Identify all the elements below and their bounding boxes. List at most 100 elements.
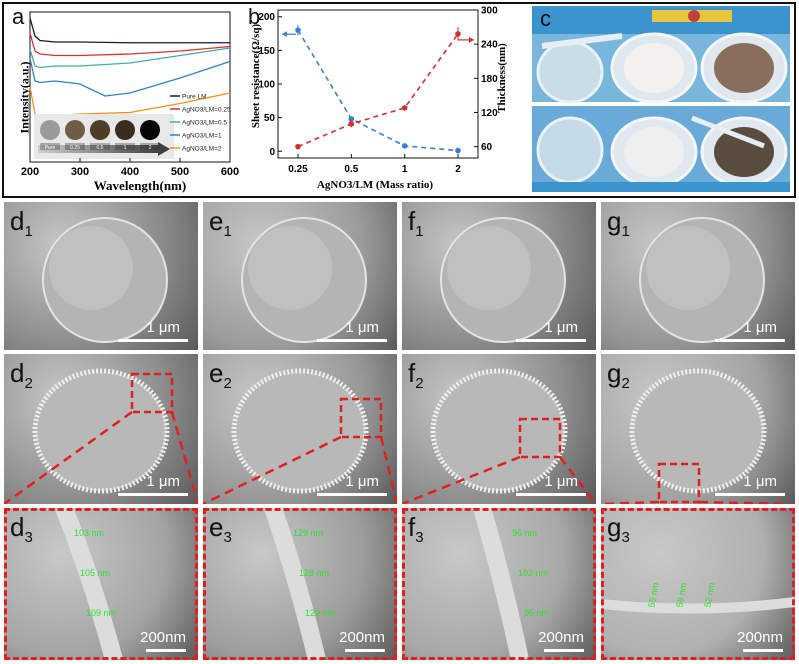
- cross-section-shell: [231, 368, 369, 494]
- sem-letter-sub: 1: [621, 223, 630, 240]
- color-swatch: [140, 120, 160, 140]
- data-point: [295, 27, 301, 33]
- photo-divider: [532, 102, 790, 106]
- swatch-tag: [115, 143, 135, 150]
- series-line-1: [297, 33, 459, 148]
- zoom-guide-left: [402, 455, 521, 504]
- scale-bar: [118, 493, 188, 496]
- membrane-brown: [714, 43, 774, 93]
- panel-c-illustration: [532, 6, 790, 192]
- color-swatch: [115, 120, 135, 140]
- data-point: [348, 121, 355, 127]
- scale-bar-label: 1 μm: [146, 473, 180, 490]
- sphere-highlight: [49, 226, 133, 310]
- x-tick-label: 0.25: [288, 164, 308, 175]
- swatch-label: 1: [124, 145, 127, 151]
- sphere-highlight: [447, 226, 531, 310]
- sem-letter-sub: 2: [415, 375, 424, 392]
- sem-letter-main: e: [209, 512, 224, 542]
- x-tick-label: 600: [221, 166, 239, 178]
- panel-c-letter: c: [540, 6, 551, 31]
- panel-b-plot-frame: [277, 9, 479, 159]
- data-point: [455, 31, 461, 37]
- sem-panel-letter: g3: [607, 512, 630, 545]
- shell-wall: [473, 508, 529, 660]
- scale-bar-label: 1 μm: [345, 473, 379, 490]
- x-tick-label: 500: [171, 166, 189, 178]
- sphere-highlight: [646, 226, 730, 310]
- sem-letter-sub: 3: [223, 529, 232, 546]
- scale-bar: [715, 339, 785, 342]
- right-axis-arrow-head: [469, 36, 474, 43]
- shell-wall: [264, 508, 326, 660]
- scale-bar-label: 200nm: [339, 629, 385, 646]
- zoom-guide-right: [379, 436, 397, 504]
- sem-panel-letter: d3: [10, 514, 33, 545]
- panel-a-chart: Pure 0.25 0.5 1 2 Pure LM AgNO3/LM=0.25 AgNO3/…: [21, 11, 239, 178]
- pipette-top: [541, 33, 623, 49]
- sem-letter-main: d: [10, 358, 25, 388]
- zoom-frame: [4, 508, 198, 660]
- sphere-highlight: [248, 226, 332, 310]
- thickness-label: 122 nm: [305, 608, 336, 618]
- scale-bar-label: 200nm: [737, 629, 783, 646]
- shell-wall: [601, 597, 795, 614]
- left-tick-label: 150: [258, 46, 275, 57]
- sem-image-d2: d2 1 μm: [4, 354, 198, 504]
- thickness-label: 129 nm: [293, 528, 324, 538]
- sem-letter-main: g: [607, 358, 622, 388]
- sem-image-e1: e1 1 μm: [203, 202, 397, 350]
- beaker-bottom: [536, 116, 604, 184]
- sem-letter-sub: 2: [223, 375, 232, 392]
- sem-panel-letter: e2: [209, 358, 232, 391]
- sem-image-f2: f2 1 μm: [402, 354, 596, 504]
- zoom-region-box: [518, 417, 562, 459]
- right-tick-label: 60: [481, 142, 493, 153]
- swatch-tag: [65, 143, 85, 150]
- legend-entry: AgNO3/LM=0.25: [182, 107, 231, 114]
- sem-panel-letter: f2: [408, 358, 424, 391]
- thickness-label: 128 nm: [299, 568, 330, 578]
- panel-b-xlabel: AgNO3/LM (Mass ratio): [316, 179, 434, 191]
- cross-section-shell: [32, 368, 170, 494]
- sem-illustration: [241, 217, 367, 343]
- data-point: [348, 116, 355, 122]
- data-point: [455, 147, 461, 154]
- sem-letter-main: e: [209, 358, 224, 388]
- legend-entry: AgNO3/LM=1: [182, 133, 222, 140]
- top-panel-frame: [2, 2, 796, 198]
- x-tick-label: 300: [71, 166, 89, 178]
- sem-illustration: [601, 368, 795, 504]
- right-tick-label: 300: [481, 6, 498, 17]
- vial-cap: [688, 10, 700, 22]
- series-line-2: [29, 47, 231, 69]
- cross-section-shell: [430, 368, 568, 494]
- zoom-guide-right: [170, 411, 198, 504]
- cross-section-shell: [629, 368, 767, 494]
- panel-b-letter: b: [248, 4, 261, 29]
- x-tick-label: 2: [455, 164, 461, 175]
- scale-bar-label: 200nm: [538, 629, 584, 646]
- thickness-label: 105 nm: [80, 568, 111, 578]
- thickness-label: 109 nm: [86, 608, 117, 618]
- sem-letter-main: f: [408, 512, 416, 542]
- sem-illustration: [601, 597, 795, 614]
- scale-bar-label: 1 μm: [544, 319, 578, 336]
- series-line-0: [297, 29, 459, 152]
- membrane-white-bottom: [624, 127, 684, 177]
- tabletop: [532, 182, 790, 192]
- left-tick-label: 50: [264, 113, 276, 124]
- zoom-region-box: [130, 372, 174, 414]
- swatch-tag: [90, 143, 110, 150]
- sem-letter-main: e: [209, 206, 224, 236]
- scale-bar: [317, 493, 387, 496]
- pipette-bottom: [691, 115, 765, 149]
- legend-entry: AgNO3/LM=0.5: [182, 120, 227, 127]
- swatch-label: 0.5: [97, 145, 104, 151]
- sem-letter-main: f: [408, 358, 416, 388]
- sem-letter-main: g: [607, 512, 622, 542]
- sem-illustration: [402, 368, 596, 504]
- left-tick-label: 200: [258, 12, 275, 23]
- gradient-arrow-head: [158, 142, 170, 156]
- thickness-label: 103 nm: [74, 528, 105, 538]
